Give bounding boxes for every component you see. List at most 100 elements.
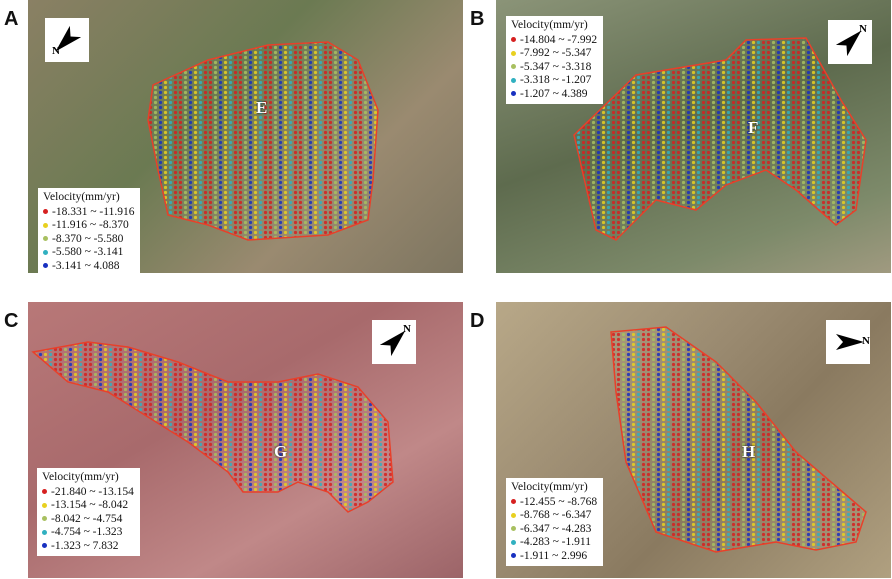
legend-row: -13.154 ~ -8.042: [42, 499, 134, 513]
legend-row: -5.347 ~ -3.318: [511, 61, 597, 75]
legend-row: -14.804 ~ -7.992: [511, 34, 597, 48]
legend-row: -8.768 ~ -6.347: [511, 509, 597, 523]
legend-dot: [511, 64, 516, 70]
legend-text: -3.141 ~ 4.088: [52, 259, 120, 272]
panel-label: D: [470, 310, 485, 332]
arrow-icon: [55, 25, 82, 52]
legend-text: -3.318 ~ -1.207: [520, 74, 592, 86]
north-text: N: [51, 45, 60, 58]
legend-text: -8.042 ~ -4.754: [51, 512, 123, 525]
legend-text: -18.331 ~ -11.916: [52, 205, 135, 218]
legend-text: -4.283 ~ -1.911: [520, 536, 591, 548]
legend-text: -14.804 ~ -7.992: [520, 33, 598, 46]
map-panel: H N Velocity(mm/yr) -12.455 ~ -8.768 -8.768 …: [496, 302, 891, 578]
legend-row: -8.370 ~ -5.580: [43, 233, 134, 247]
panel-label: C: [4, 310, 19, 332]
landslide-boundary: [610, 326, 867, 553]
legend-dot: [42, 516, 47, 522]
legend-title: Velocity(mm/yr): [511, 481, 588, 493]
site-label: G: [274, 442, 288, 461]
site-label: E: [256, 98, 268, 117]
legend-text: -8.370 ~ -5.580: [52, 232, 124, 245]
legend-text: -5.580 ~ -3.141: [52, 246, 124, 258]
legend-text: -6.347 ~ -4.283: [520, 522, 592, 535]
legend-text: -1.911 ~ 2.996: [520, 549, 588, 562]
arrow-shape: [379, 330, 406, 357]
legend-row: -12.455 ~ -8.768: [511, 496, 597, 510]
legend-text: -7.992 ~ -5.347: [520, 47, 592, 59]
legend-dot: [42, 502, 47, 508]
legend-dot: [511, 91, 516, 97]
legend-dot: [511, 526, 516, 532]
legend-dot: [511, 512, 516, 518]
arrow-icon: [379, 330, 406, 357]
map-panel: F N Velocity(mm/yr) -14.804 ~ -7.992 -7.992 …: [496, 0, 891, 273]
map-panel: E N Velocity(mm/yr) -18.331 ~ -11.916 -11.91…: [28, 0, 463, 273]
legend-text: -8.768 ~ -6.347: [520, 509, 592, 521]
arrow-shape: [55, 25, 82, 52]
site-label: H: [742, 442, 756, 461]
map-overlay: [573, 37, 867, 241]
legend: Velocity(mm/yr) -18.331 ~ -11.916 -11.916 …: [38, 188, 141, 274]
landslide-boundary: [573, 37, 867, 241]
legend-dot: [511, 553, 516, 559]
north-arrow: N: [372, 320, 416, 364]
legend-row: -3.141 ~ 4.088: [43, 260, 134, 274]
legend-dot: [42, 529, 47, 535]
north-arrow: N: [828, 20, 872, 64]
legend-dot: [511, 539, 516, 545]
legend-text: -1.323 ~ 7.832: [51, 539, 119, 552]
legend: Velocity(mm/yr) -14.804 ~ -7.992 -7.992 ~ …: [506, 16, 604, 104]
map-overlay: [610, 326, 867, 553]
legend-title: Velocity(mm/yr): [511, 19, 588, 31]
legend-row: -4.283 ~ -1.911: [511, 536, 597, 550]
map-panel: G N Velocity(mm/yr) -21.840 ~ -13.154 -13.15…: [28, 302, 463, 578]
legend-text: -1.207 ~ 4.389: [520, 87, 588, 100]
north-text: N: [862, 335, 870, 347]
landslide-boundary: [31, 341, 394, 513]
landslide-boundary: [147, 41, 379, 241]
legend-row: -21.840 ~ -13.154: [42, 486, 134, 500]
legend-row: -11.916 ~ -8.370: [43, 219, 134, 233]
legend: Velocity(mm/yr) -12.455 ~ -8.768 -8.768 ~ …: [506, 478, 604, 566]
legend-text: -21.840 ~ -13.154: [51, 485, 134, 498]
legend-text: -13.154 ~ -8.042: [51, 499, 129, 511]
legend-dot: [43, 222, 48, 228]
legend-dot: [511, 37, 516, 43]
legend-dot: [511, 77, 516, 83]
legend-text: -12.455 ~ -8.768: [520, 495, 598, 508]
legend-dot: [42, 489, 47, 495]
legend-dot: [42, 543, 47, 549]
panel-label: A: [4, 8, 19, 30]
legend-dot: [43, 236, 48, 242]
north-text: N: [403, 322, 411, 335]
arrow-shape: [835, 30, 862, 57]
map-overlay: [147, 41, 379, 241]
legend-row: -7.992 ~ -5.347: [511, 47, 597, 61]
north-arrow: N: [45, 18, 89, 62]
legend-row: -18.331 ~ -11.916: [43, 206, 134, 220]
site-label: F: [748, 118, 759, 137]
legend-dot: [43, 209, 48, 215]
legend-text: -4.754 ~ -1.323: [51, 526, 123, 538]
legend-dot: [511, 499, 516, 505]
arrow-shape: [836, 334, 864, 350]
legend-row: -4.754 ~ -1.323: [42, 526, 134, 540]
legend-text: -5.347 ~ -3.318: [520, 60, 592, 73]
legend-title: Velocity(mm/yr): [42, 471, 119, 483]
north-arrow: N: [826, 320, 870, 364]
legend: Velocity(mm/yr) -21.840 ~ -13.154 -13.154 …: [37, 468, 140, 556]
legend-row: -1.911 ~ 2.996: [511, 550, 597, 564]
legend-row: -1.207 ~ 4.389: [511, 88, 597, 102]
legend-row: -5.580 ~ -3.141: [43, 246, 134, 260]
legend-row: -8.042 ~ -4.754: [42, 513, 134, 527]
arrow-icon: [835, 30, 862, 57]
arrow-icon: [836, 334, 864, 350]
legend-title: Velocity(mm/yr): [43, 191, 120, 203]
legend-row: -6.347 ~ -4.283: [511, 523, 597, 537]
legend-dot: [43, 249, 48, 255]
north-text: N: [859, 22, 867, 35]
legend-dot: [43, 263, 48, 269]
map-overlay: [31, 341, 394, 513]
